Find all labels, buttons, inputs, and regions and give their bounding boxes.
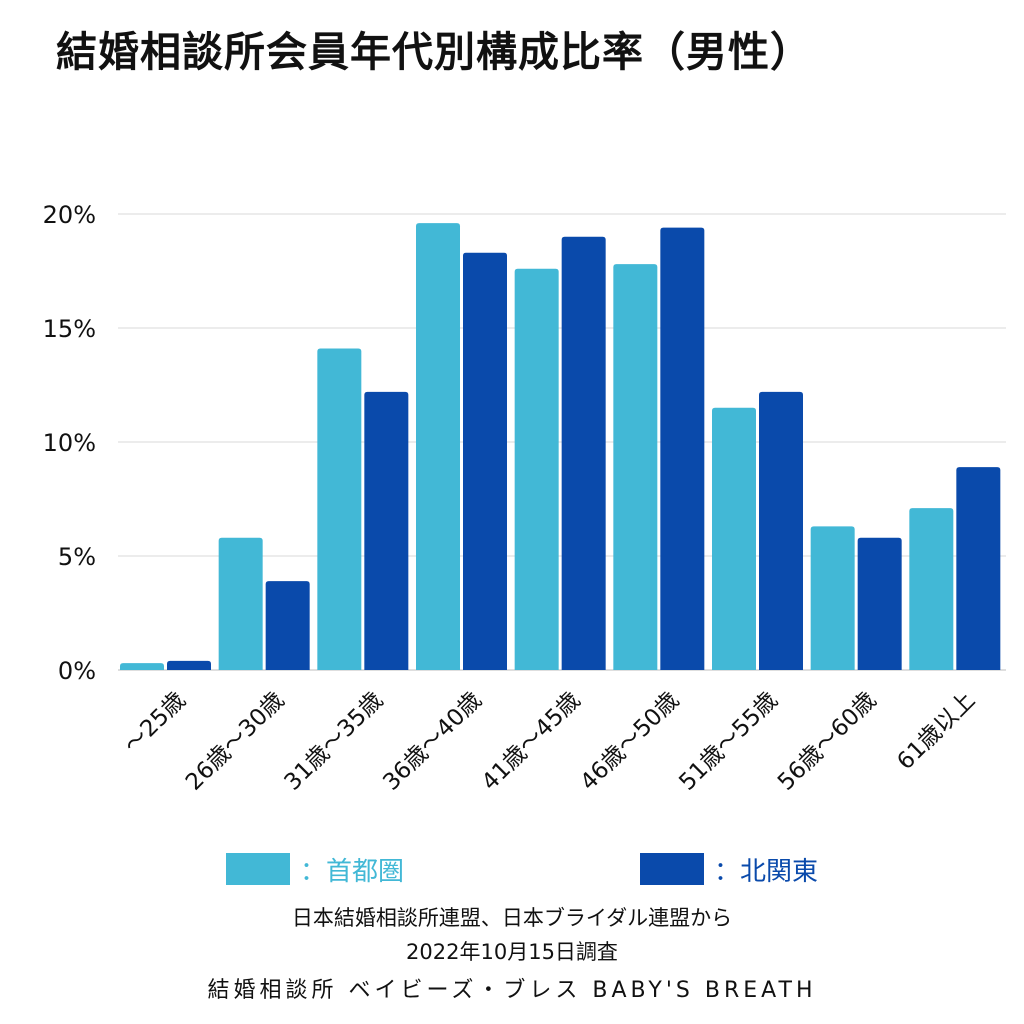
- legend-swatch-kitakanto: [640, 853, 704, 885]
- x-tick-label: ～25歳: [119, 687, 191, 759]
- x-tick-label: 46歳～50歳: [576, 687, 685, 796]
- legend-swatch-shutoken: [226, 853, 290, 885]
- bar-kitakanto: [463, 252, 507, 670]
- footer-source: 日本結婚相談所連盟、日本ブライダル連盟から: [291, 906, 733, 930]
- x-tick-label: 41歳～45歳: [477, 687, 586, 796]
- y-tick-label: 10%: [43, 429, 96, 457]
- bar-shutoken: [514, 268, 559, 670]
- x-tick-label: 31歳～35歳: [280, 687, 389, 796]
- legend-label-shutoken: ：首都圏: [300, 856, 405, 887]
- y-tick-label: 5%: [58, 543, 96, 571]
- bar-kitakanto: [265, 581, 310, 670]
- bar-shutoken: [909, 508, 954, 670]
- bar-kitakanto: [759, 391, 803, 670]
- bar-kitakanto: [660, 227, 705, 670]
- bar-shutoken: [613, 264, 658, 670]
- footer-brand: 結婚相談所 ベイビーズ・ブレス BABY'S BREATH: [207, 978, 817, 1003]
- legend-item-kitakanto: ：北関東: [640, 852, 819, 887]
- x-axis-ticks: ～25歳26歳～30歳31歳～35歳36歳～40歳41歳～45歳46歳～50歳5…: [119, 687, 980, 796]
- bars: [120, 223, 1001, 671]
- bar-shutoken: [712, 407, 756, 670]
- bar-kitakanto: [857, 537, 902, 670]
- bar-kitakanto: [364, 391, 409, 670]
- bar-shutoken: [810, 526, 855, 670]
- bar-shutoken: [416, 223, 460, 670]
- x-tick-label: 51歳～55歳: [674, 687, 783, 796]
- footer-date: 2022年10月15日調査: [406, 940, 618, 964]
- chart-title: 結婚相談所会員年代別構成比率（男性）: [56, 28, 812, 76]
- bar-shutoken: [317, 348, 362, 670]
- bar-kitakanto: [956, 467, 1001, 670]
- x-tick-label: 56歳～60歳: [773, 687, 882, 796]
- y-tick-label: 15%: [43, 315, 96, 343]
- legend-label-kitakanto: ：北関東: [714, 856, 819, 887]
- legend-item-shutoken: ：首都圏: [226, 852, 405, 887]
- y-axis-ticks: 0% 5% 10% 15% 20%: [43, 201, 96, 685]
- x-tick-label: 61歳以上: [892, 687, 980, 775]
- x-tick-label: 26歳～30歳: [181, 687, 290, 796]
- y-tick-label: 20%: [43, 201, 96, 229]
- bar-shutoken: [218, 537, 263, 670]
- y-tick-label: 0%: [58, 657, 96, 685]
- bar-kitakanto: [561, 236, 606, 671]
- x-tick-label: 36歳～40歳: [378, 687, 487, 796]
- bar-chart: 0%5%10%15%20% ～25歳26歳～30歳31歳～35歳36歳～40歳4…: [43, 201, 1006, 796]
- bar-kitakanto: [167, 660, 211, 670]
- bar-shutoken: [120, 663, 164, 670]
